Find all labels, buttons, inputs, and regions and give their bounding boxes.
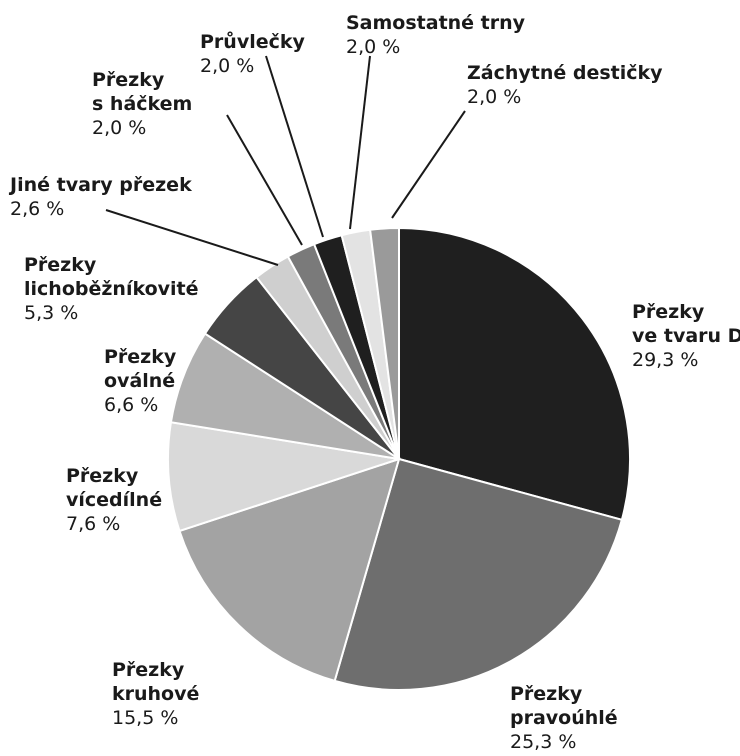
- slice-label-7: Jiné tvary přezek 2,6 %: [8, 174, 192, 220]
- slice-label-value: 2,0 %: [346, 36, 400, 58]
- slice-label-name: lichoběžníkovité: [24, 278, 199, 300]
- slice-label-name: s háčkem: [92, 93, 192, 115]
- slice-label-11: Záchytné destičky 2,0 %: [467, 62, 663, 108]
- slice-label-9: Průvlečky 2,0 %: [200, 30, 306, 77]
- pie-slices: [167, 226, 632, 691]
- slice-label-name: oválné: [104, 370, 175, 392]
- slice-label-10: Samostatné trny 2,0 %: [346, 12, 526, 58]
- slice-label-2: Přezky pravoúhlé 25,3 %: [510, 683, 618, 753]
- leader-line-10: [349, 55, 371, 230]
- pie-slice-4: [167, 421, 400, 533]
- slice-label-value: 6,6 %: [104, 394, 158, 416]
- slice-label-name: kruhové: [112, 683, 199, 705]
- slice-label-value: 7,6 %: [66, 513, 120, 535]
- slice-label-name: Přezky: [104, 346, 177, 368]
- slice-label-name: Samostatné trny: [346, 12, 526, 34]
- leader-line-11: [391, 110, 466, 219]
- leader-line-9: [265, 55, 324, 238]
- slice-label-value: 29,3 %: [632, 349, 698, 371]
- pie-slice-3: [178, 457, 401, 683]
- slice-label-value: 15,5 %: [112, 707, 178, 729]
- slice-label-1: Přezky ve tvaru D 29,3 %: [632, 301, 740, 371]
- slice-label-value: 2,0 %: [200, 55, 254, 77]
- slice-label-name: Přezky: [66, 465, 139, 487]
- slice-label-8: Přezky s háčkem 2,0 %: [92, 69, 192, 139]
- slice-label-name: Přezky: [92, 69, 165, 91]
- leader-line-7: [105, 209, 279, 266]
- slice-label-name: Jiné tvary přezek: [8, 174, 192, 196]
- slice-label-5: Přezky oválné 6,6 %: [104, 346, 177, 416]
- slice-label-name: pravoúhlé: [510, 707, 618, 729]
- slice-label-value: 2,6 %: [10, 198, 64, 220]
- pie-slice-1: [398, 226, 632, 522]
- slice-label-name: Přezky: [632, 301, 705, 323]
- pie-slice-11: [368, 226, 400, 460]
- leader-line-8: [226, 114, 303, 246]
- slice-label-name: Průvlečky: [200, 30, 306, 53]
- leader-lines: [105, 55, 466, 266]
- slice-label-value: 2,0 %: [467, 86, 521, 108]
- slice-label-name: Záchytné destičky: [467, 62, 663, 84]
- slice-label-value: 5,3 %: [24, 302, 78, 324]
- slice-label-name: ve tvaru D: [632, 325, 740, 347]
- slice-label-value: 2,0 %: [92, 117, 146, 139]
- slice-label-name: Přezky: [24, 254, 97, 276]
- slice-label-3: Přezky kruhové 15,5 %: [112, 659, 199, 729]
- slice-label-value: 25,3 %: [510, 731, 576, 753]
- pie-slice-2: [333, 457, 624, 691]
- slice-labels: Přezky ve tvaru D 29,3 %Přezky pravoúhlé 25,…: [8, 12, 740, 753]
- slice-label-name: Přezky: [112, 659, 185, 681]
- slice-label-6: Přezky lichoběžníkovité 5,3 %: [24, 254, 199, 324]
- slice-label-name: Přezky: [510, 683, 583, 705]
- slice-label-name: vícedílné: [66, 489, 162, 511]
- slice-label-4: Přezky vícedílné 7,6 %: [66, 465, 162, 535]
